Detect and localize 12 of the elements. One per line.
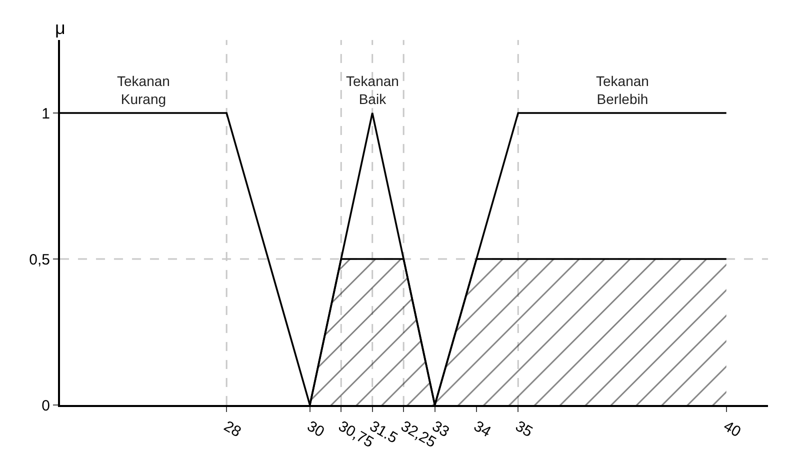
x-tick-label: 28: [220, 418, 244, 441]
x-tick-label: 40: [720, 418, 744, 441]
series-label: Tekanan Berlebih: [596, 73, 649, 108]
x-tick-label: 35: [512, 418, 536, 441]
y-tick-label: 0,5: [29, 251, 50, 268]
y-tick-label: 1: [42, 105, 50, 122]
x-tick-label: 34: [470, 418, 494, 441]
y-axis-title: μ: [55, 18, 66, 38]
x-tick-label: 30: [304, 418, 328, 441]
series-label: Tekanan Baik: [346, 73, 399, 108]
series-label: Tekanan Kurang: [117, 73, 170, 108]
y-tick-label: 0: [42, 397, 50, 414]
